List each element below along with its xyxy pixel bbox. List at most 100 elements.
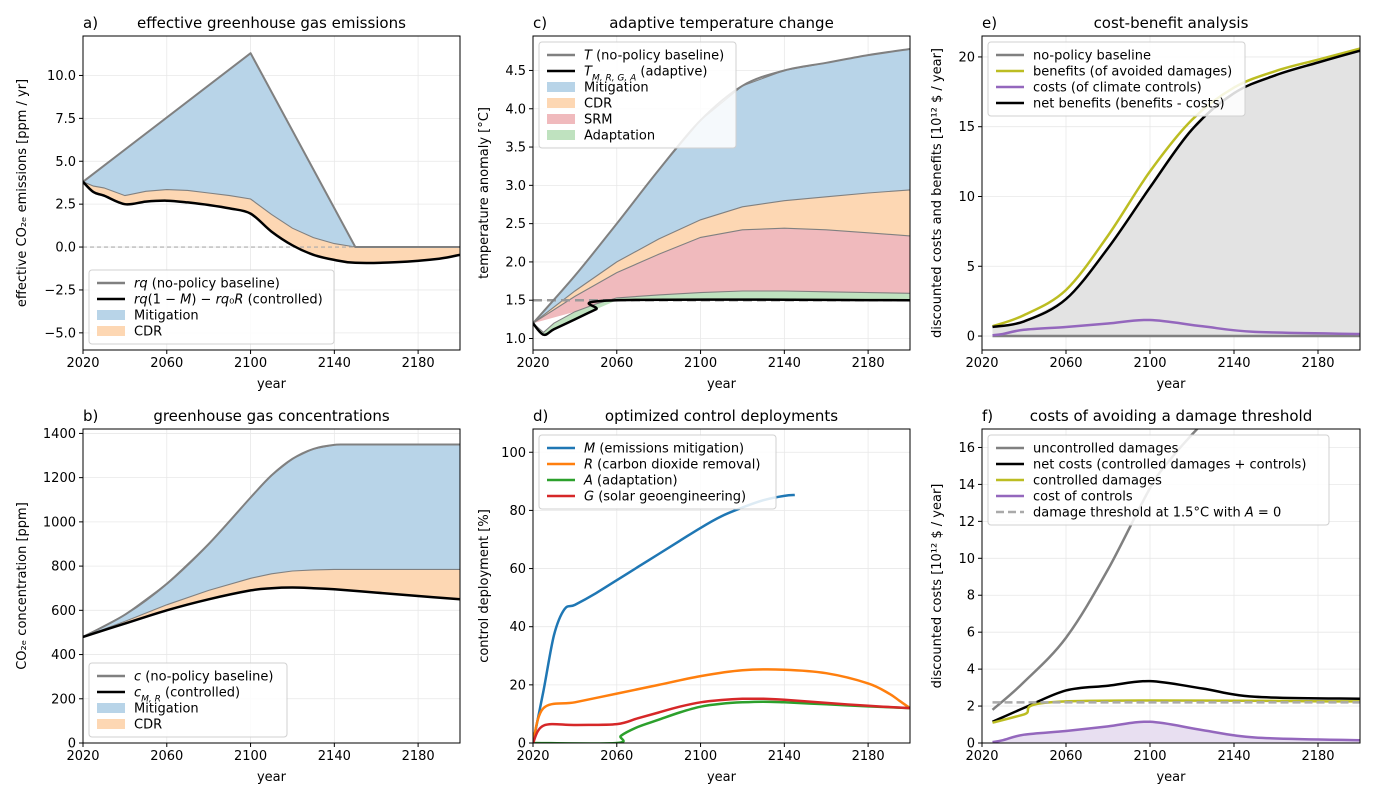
plot-area bbox=[533, 48, 910, 337]
series-line-4 bbox=[992, 720, 1360, 743]
x-tick-label: 2140 bbox=[1217, 749, 1250, 764]
legend-label: CDR bbox=[134, 325, 162, 340]
axes-frame bbox=[532, 35, 911, 351]
plot-area bbox=[992, 47, 1360, 338]
y-tick-label: 4 bbox=[967, 663, 975, 678]
band-edge bbox=[533, 227, 910, 324]
legend: rq (no-policy baseline)rq(1 − M) − rq₀R … bbox=[88, 269, 335, 345]
chart-title: optimized control deployments bbox=[605, 407, 838, 425]
y-tick-label: 60 bbox=[509, 562, 526, 577]
legend-patch-swatch bbox=[97, 326, 125, 336]
legend-label: net benefits (benefits - costs) bbox=[1033, 97, 1225, 112]
legend-label: CDR bbox=[134, 718, 162, 733]
legend-box bbox=[987, 41, 1246, 117]
x-tick-label: 2100 bbox=[1133, 749, 1166, 764]
series-line-1 bbox=[533, 493, 795, 743]
band-edge bbox=[83, 568, 460, 638]
band-edge bbox=[533, 290, 910, 334]
y-tick-label: 0 bbox=[518, 737, 526, 752]
legend-label: uncontrolled damages bbox=[1033, 442, 1179, 457]
series-line-2 bbox=[992, 47, 1360, 328]
legend-label: SRM bbox=[584, 113, 613, 128]
y-tick-label: 1.5 bbox=[505, 294, 526, 309]
plot-area bbox=[83, 52, 460, 265]
legend-label: Mitigation bbox=[134, 309, 199, 324]
chart-title: costs of avoiding a damage threshold bbox=[1030, 407, 1312, 425]
y-tick-label: 3.0 bbox=[505, 179, 526, 194]
y-tick-label: 100 bbox=[501, 446, 526, 461]
legend-label: Adaptation bbox=[584, 129, 655, 144]
y-tick-label: 80 bbox=[509, 504, 526, 519]
series-line-3 bbox=[533, 700, 910, 743]
y-tick-label: 0 bbox=[967, 330, 975, 345]
x-tick-label: 2060 bbox=[600, 356, 633, 371]
x-tick-label: 2180 bbox=[402, 749, 435, 764]
area-fill bbox=[992, 721, 1360, 743]
y-tick-label: 15 bbox=[958, 120, 975, 135]
x-tick-label: 2060 bbox=[150, 356, 183, 371]
legend-patch-swatch bbox=[547, 114, 575, 124]
x-tick-label: 2060 bbox=[150, 749, 183, 764]
legend-label: A (adaptation) bbox=[583, 474, 678, 489]
y-tick-label: 5.0 bbox=[55, 155, 76, 170]
panel-letter: f) bbox=[982, 407, 993, 425]
legend-box bbox=[538, 41, 737, 149]
legend-label: R (carbon dioxide removal) bbox=[584, 458, 760, 473]
x-tick-label: 2140 bbox=[768, 749, 801, 764]
y-axis-label: control deployment [%] bbox=[477, 509, 492, 663]
plot-area bbox=[533, 493, 910, 743]
x-axis-label: year bbox=[707, 770, 737, 785]
y-tick-label: 2.5 bbox=[505, 217, 526, 232]
legend: T (no-policy baseline)TM, R, G, A (adapt… bbox=[538, 41, 737, 149]
x-axis-label: year bbox=[1156, 377, 1186, 392]
legend-box bbox=[88, 269, 335, 345]
legend-box bbox=[987, 434, 1330, 526]
x-tick-label: 2180 bbox=[402, 356, 435, 371]
legend-label: costs (of climate controls) bbox=[1033, 81, 1202, 96]
y-tick-label: 10 bbox=[958, 552, 975, 567]
x-axis-label: year bbox=[257, 377, 287, 392]
y-axis-label: discounted costs [10¹² $ / year] bbox=[930, 484, 945, 689]
legend-patch-swatch bbox=[97, 719, 125, 729]
legend: c (no-policy baseline)cM, R (controlled)… bbox=[88, 662, 288, 738]
y-tick-label: 600 bbox=[51, 604, 76, 619]
band-cdr bbox=[83, 181, 460, 263]
y-tick-label: 400 bbox=[51, 648, 76, 663]
series-line-2 bbox=[533, 668, 910, 743]
x-tick-label: 2020 bbox=[965, 356, 998, 371]
x-tick-label: 2020 bbox=[516, 749, 549, 764]
y-tick-label: 7.5 bbox=[55, 112, 76, 127]
x-tick-label: 2180 bbox=[1301, 749, 1334, 764]
legend-patch-swatch bbox=[547, 98, 575, 108]
x-axis-label: year bbox=[707, 377, 737, 392]
y-tick-label: 4.5 bbox=[505, 64, 526, 79]
series-line-1 bbox=[83, 443, 460, 638]
x-axis-label: year bbox=[257, 770, 287, 785]
legend-label: no-policy baseline bbox=[1033, 49, 1151, 64]
y-tick-label: 12 bbox=[958, 515, 975, 530]
y-tick-label: −5.0 bbox=[44, 326, 76, 341]
x-tick-label: 2140 bbox=[768, 356, 801, 371]
area-fill bbox=[992, 50, 1360, 337]
band-mitigation bbox=[83, 53, 460, 248]
series-line-1 bbox=[83, 52, 460, 248]
panel-letter: b) bbox=[83, 407, 98, 425]
y-tick-label: 14 bbox=[958, 478, 975, 493]
band-mitigation bbox=[83, 444, 460, 637]
chart-title: greenhouse gas concentrations bbox=[153, 407, 390, 425]
chart-title: effective greenhouse gas emissions bbox=[137, 14, 406, 32]
panel-letter: a) bbox=[83, 14, 98, 32]
x-tick-label: 2060 bbox=[1049, 356, 1082, 371]
series-line-3 bbox=[992, 318, 1360, 337]
x-tick-label: 2100 bbox=[1133, 356, 1166, 371]
legend-label: G (solar geoengineering) bbox=[584, 490, 746, 505]
legend-label: Mitigation bbox=[584, 81, 649, 96]
y-tick-label: 2.0 bbox=[505, 255, 526, 270]
y-tick-label: 5 bbox=[967, 260, 975, 275]
axes-frame bbox=[82, 428, 461, 744]
y-tick-label: 1400 bbox=[43, 427, 76, 442]
chart-panel-4: 2020 2060 2100 2140 2180 0 20 40 60 80 100 year cont… bbox=[477, 407, 911, 785]
x-tick-label: 2060 bbox=[1049, 749, 1082, 764]
legend-label: damage threshold at 1.5°C with A = 0 bbox=[1033, 506, 1281, 521]
plot-area bbox=[83, 443, 460, 639]
